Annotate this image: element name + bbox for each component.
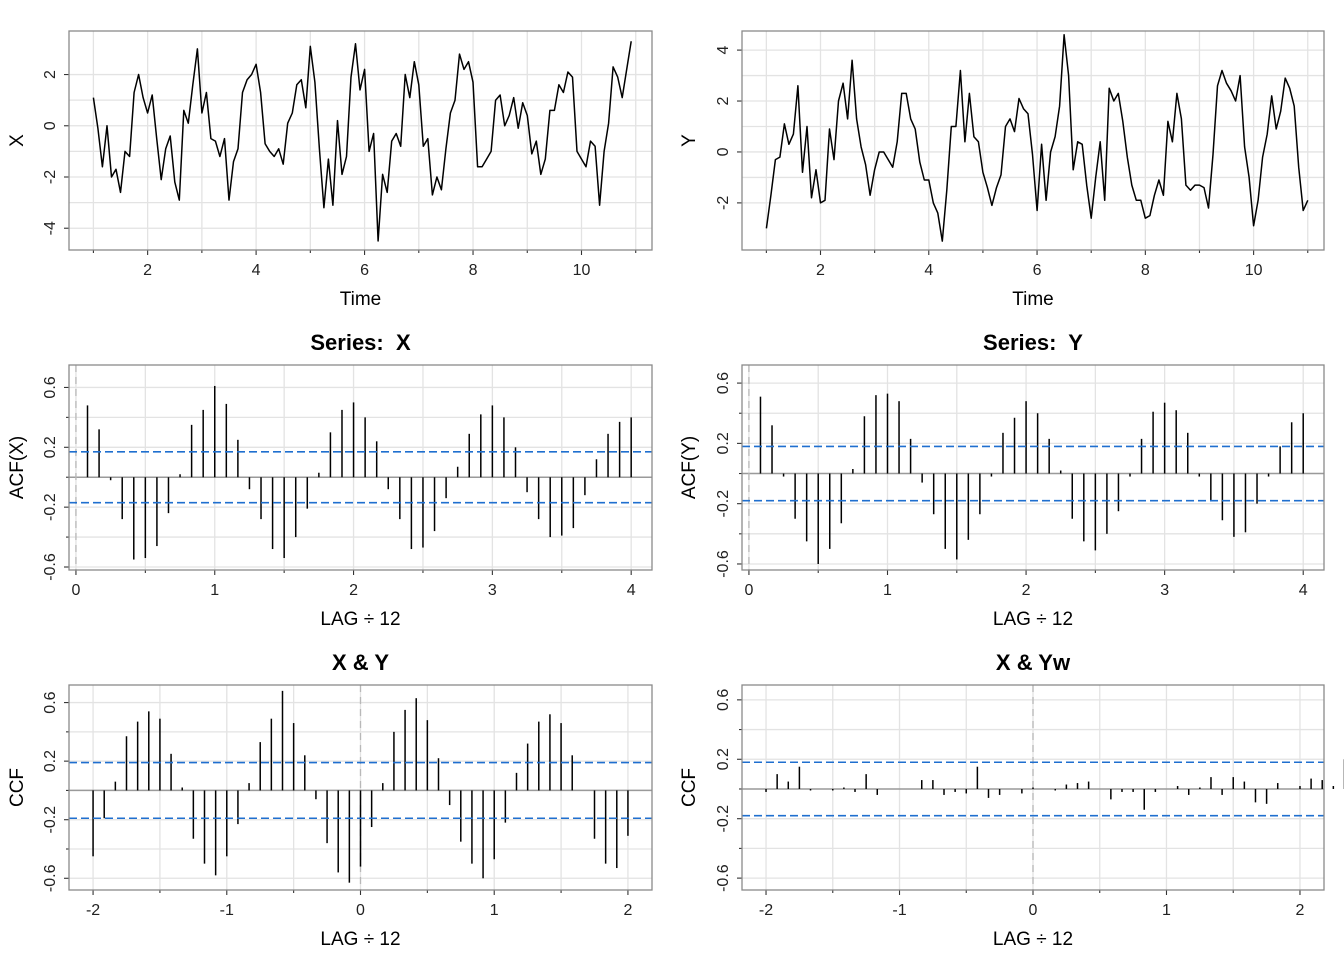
x-tick-label: 2 (1022, 582, 1031, 599)
x-tick-label: -1 (892, 902, 906, 919)
y-tick-label: 0.6 (715, 689, 732, 711)
x-tick-label: -2 (86, 902, 100, 919)
chart-title: Series: X (310, 330, 411, 355)
y-tick-label: 0.2 (42, 750, 59, 772)
x-tick-label: 2 (623, 902, 632, 919)
y-tick-label: 0.2 (42, 436, 59, 458)
x-tick-label: 3 (488, 582, 497, 599)
x-tick-label: 0 (1029, 902, 1038, 919)
y-tick-label: -0.2 (42, 806, 59, 834)
x-tick-label: 2 (143, 262, 152, 279)
y-tick-label: 0.6 (715, 372, 732, 394)
x-tick-label: 1 (210, 582, 219, 599)
y-axis-label: X (7, 134, 28, 147)
y-tick-label: 2 (715, 96, 732, 105)
x-tick-label: 10 (573, 262, 591, 279)
x-tick-label: 6 (1033, 262, 1042, 279)
y-tick-label: -2 (42, 170, 59, 184)
x-axis-label: Time (1012, 289, 1054, 310)
x-axis-label: LAG ÷ 12 (320, 929, 400, 950)
panel-ccf-x-yw: -2 -1 0 1 2 -0.6 -0.2 0.2 0.6 LAG ÷ 12 CCF X & Yw (679, 650, 1344, 950)
x-tick-label: 2 (1296, 902, 1305, 919)
plot-frame (741, 30, 1325, 251)
y-tick-label: -0.2 (715, 490, 732, 518)
plot-frame (741, 684, 1325, 891)
x-tick-label: 1 (490, 902, 499, 919)
x-tick-label: 4 (252, 262, 261, 279)
x-axis-label: LAG ÷ 12 (320, 609, 400, 630)
panel-acf-y: 0 1 2 3 4 -0.6 -0.2 0.2 0.6 LAG ÷ 12 ACF(Y) Series:… (679, 330, 1325, 630)
y-tick-label: -0.6 (42, 553, 59, 581)
y-tick-label: -0.6 (42, 864, 59, 892)
x-tick-label: 6 (360, 262, 369, 279)
y-tick-label: 0 (42, 121, 59, 130)
grid (69, 31, 652, 250)
y-tick-label: 0.6 (42, 691, 59, 713)
panel-acf-x: 0 1 2 3 4 -0.6 -0.2 0.2 0.6 LAG ÷ 12 ACF(X) Series:… (7, 330, 653, 630)
x-tick-label: 2 (349, 582, 358, 599)
x-axis-label: Time (340, 289, 382, 310)
y-tick-label: 4 (715, 46, 732, 55)
series-line (92, 41, 632, 242)
plot-frame (741, 364, 1325, 571)
y-tick-label: 0 (715, 147, 732, 156)
y-axis-label: CCF (7, 768, 28, 807)
y-tick-label: 0.2 (715, 748, 732, 770)
chart-title: X & Y (332, 650, 389, 675)
plot-frame (68, 364, 653, 571)
y-tick-label: -0.6 (715, 550, 732, 578)
x-tick-label: 0 (744, 582, 753, 599)
x-axis-label: LAG ÷ 12 (993, 929, 1073, 950)
x-tick-label: -2 (759, 902, 773, 919)
x-tick-label: 1 (883, 582, 892, 599)
x-tick-label: 3 (1160, 582, 1169, 599)
chart-title: X & Yw (996, 650, 1071, 675)
x-tick-label: 0 (71, 582, 80, 599)
y-tick-label: -0.2 (42, 493, 59, 521)
x-tick-label: 0 (356, 902, 365, 919)
panel-time-series-y: 2 4 6 8 10 -2 0 2 4 Time Y (679, 30, 1325, 310)
y-axis-label: CCF (679, 768, 700, 807)
y-tick-label: -4 (42, 221, 59, 235)
y-tick-label: 2 (42, 70, 59, 79)
y-axis-label: ACF(Y) (679, 436, 700, 499)
y-tick-label: -0.6 (715, 864, 732, 892)
series-line (765, 34, 1309, 242)
y-tick-label: 0.2 (715, 432, 732, 454)
x-tick-label: 4 (627, 582, 636, 599)
x-tick-label: 1 (1162, 902, 1171, 919)
x-tick-label: -1 (220, 902, 234, 919)
plot-frame (68, 684, 653, 891)
x-tick-label: 4 (1299, 582, 1308, 599)
y-tick-label: -2 (715, 196, 732, 210)
y-tick-label: 0.6 (42, 376, 59, 398)
x-tick-label: 10 (1245, 262, 1263, 279)
x-tick-label: 4 (924, 262, 933, 279)
panel-time-series-x: 2 4 6 8 10 -4 -2 0 2 Time X (7, 30, 653, 310)
x-axis-label: LAG ÷ 12 (993, 609, 1073, 630)
panel-ccf-x-y: -2 -1 0 1 2 -0.6 -0.2 0.2 0.6 LAG ÷ 12 CCF X & Y (7, 650, 653, 950)
y-tick-label: -0.2 (715, 805, 732, 833)
x-tick-label: 2 (816, 262, 825, 279)
y-axis-label: Y (679, 134, 700, 147)
x-tick-label: 8 (1141, 262, 1150, 279)
plot-frame (68, 30, 653, 251)
y-axis-label: ACF(X) (7, 436, 28, 499)
x-tick-label: 8 (469, 262, 478, 279)
chart-title: Series: Y (983, 330, 1083, 355)
